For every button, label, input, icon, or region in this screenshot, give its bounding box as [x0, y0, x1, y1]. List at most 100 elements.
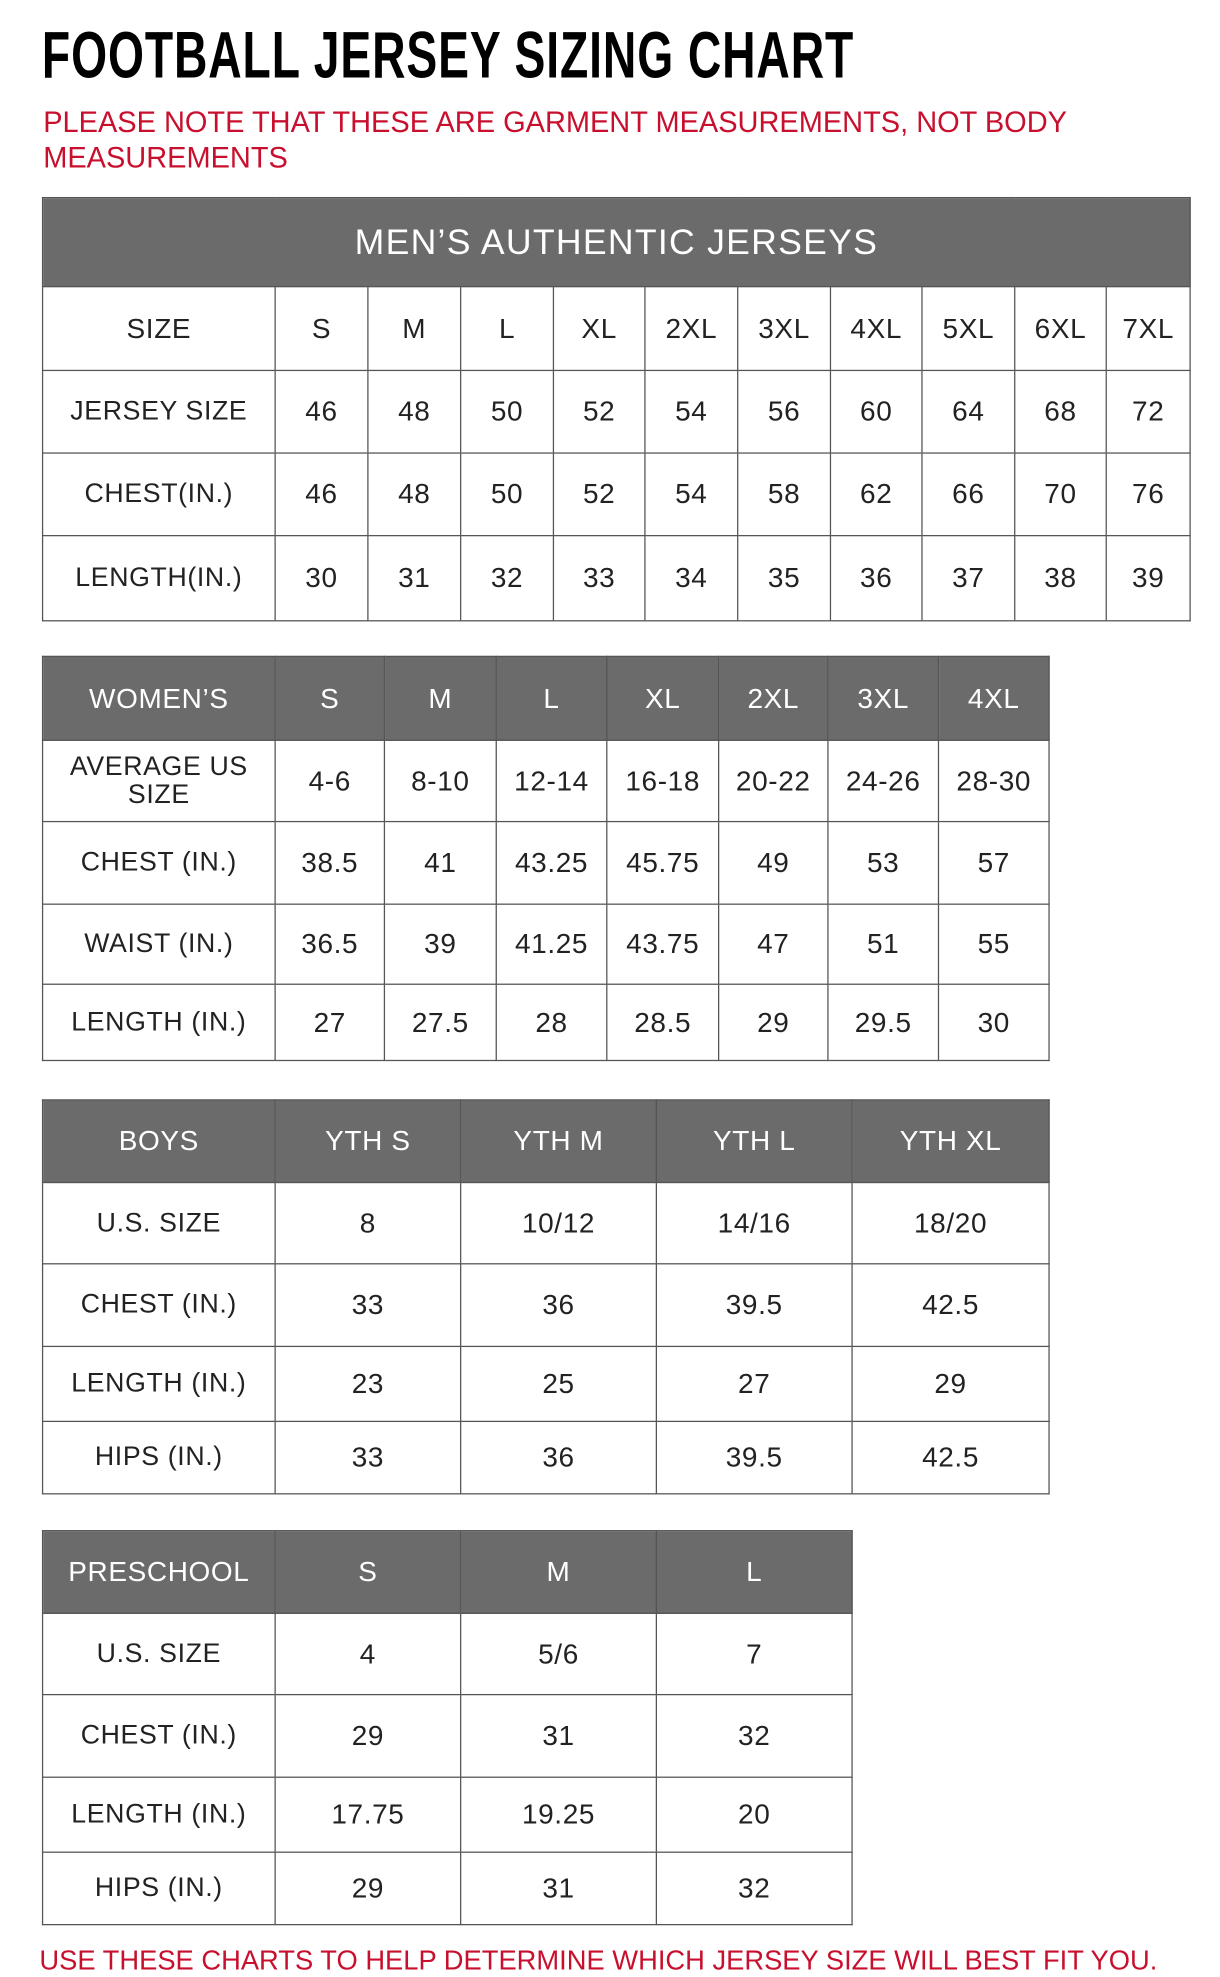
table-row: U.S. SIZE 8 10/12 14/16 18/20	[41, 1181, 1050, 1265]
size-header-cell: 4XL	[829, 285, 923, 372]
value-cell: 49	[718, 820, 829, 905]
value-cell: 27.5	[383, 983, 497, 1062]
size-header-cell: M	[367, 285, 462, 372]
value-cell: 46	[274, 452, 369, 537]
value-cell: 5/6	[460, 1612, 658, 1696]
value-cell: 56	[737, 369, 832, 454]
size-header-cell: M	[460, 1530, 658, 1614]
table-row: HIPS (IN.) 33 36 39.5 42.5	[41, 1420, 1050, 1495]
footer-note: USE THESE CHARTS TO HELP DETERMINE WHICH…	[39, 1945, 1158, 1977]
size-header-cell: 2XL	[718, 655, 829, 741]
row-label-cell: CHEST (IN.)	[41, 1693, 276, 1778]
value-cell: 29	[274, 1693, 462, 1778]
table-row: LENGTH (IN.) 27 27.5 28 28.5 29 29.5 30	[41, 983, 1050, 1062]
table-row: HIPS (IN.) 29 31 32	[41, 1851, 853, 1926]
value-cell: 30	[274, 535, 369, 622]
table-row: CHEST (IN.) 38.5 41 43.25 45.75 49 53 57	[41, 820, 1050, 905]
row-label-cell: LENGTH(IN.)	[41, 535, 276, 622]
value-cell: 30	[937, 983, 1050, 1062]
value-cell: 33	[274, 1263, 462, 1348]
value-cell: 32	[655, 1693, 853, 1778]
size-header-cell: YTH S	[274, 1099, 462, 1184]
value-cell: 54	[644, 452, 739, 537]
table-row: AVERAGE US SIZE 4-6 8-10 12-14 16-18 20-22 24-…	[41, 739, 1050, 823]
header-label-cell: BOYS	[41, 1099, 276, 1184]
size-header-cell: S	[274, 1530, 462, 1614]
size-header-cell: YTH L	[655, 1099, 853, 1184]
value-cell: 43.75	[606, 903, 720, 985]
table-row: CHEST(IN.) 46 48 50 52 54 58 62 66 70 76	[41, 452, 1191, 537]
mens-table: MEN’S AUTHENTIC JERSEYS SIZE S M L XL 2XL 3XL 4X…	[41, 196, 1191, 622]
value-cell: 16-18	[606, 739, 720, 823]
value-cell: 36	[460, 1420, 658, 1495]
value-cell: 36.5	[274, 903, 386, 985]
value-cell: 19.25	[460, 1776, 658, 1853]
row-label-cell: LENGTH (IN.)	[41, 1776, 276, 1853]
value-cell: 17.75	[274, 1776, 462, 1853]
value-cell: 51	[827, 903, 940, 985]
value-cell: 39.5	[655, 1420, 853, 1495]
table-header-row: BOYS YTH S YTH M YTH L YTH XL	[41, 1099, 1050, 1184]
value-cell: 32	[460, 535, 555, 622]
garment-note: PLEASE NOTE THAT THESE ARE GARMENT MEASU…	[43, 105, 1067, 175]
value-cell: 42.5	[851, 1263, 1050, 1348]
value-cell: 42.5	[851, 1420, 1050, 1495]
table-row: JERSEY SIZE 46 48 50 52 54 56 60 64 68 72	[41, 369, 1191, 454]
header-label-cell: WOMEN’S	[41, 655, 276, 741]
value-cell: 31	[367, 535, 462, 622]
row-label-cell: HIPS (IN.)	[41, 1420, 276, 1495]
value-cell: 7	[655, 1612, 853, 1696]
value-cell: 50	[460, 452, 555, 537]
value-cell: 14/16	[655, 1181, 853, 1265]
value-cell: 28	[495, 983, 608, 1062]
value-cell: 28-30	[937, 739, 1050, 823]
value-cell: 37	[921, 535, 1016, 622]
value-cell: 20-22	[718, 739, 829, 823]
value-cell: 33	[552, 535, 646, 622]
size-header-cell: 4XL	[937, 655, 1050, 741]
value-cell: 29	[718, 983, 829, 1062]
value-cell: 38	[1014, 535, 1107, 622]
header-label-cell: PRESCHOOL	[41, 1530, 276, 1614]
row-label-cell: CHEST (IN.)	[41, 1263, 276, 1348]
value-cell: 41.25	[495, 903, 608, 985]
row-label-cell: U.S. SIZE	[41, 1612, 276, 1696]
value-cell: 41	[383, 820, 497, 905]
table-header-row: WOMEN’S S M L XL 2XL 3XL 4XL	[41, 655, 1050, 741]
value-cell: 55	[937, 903, 1050, 985]
value-cell: 52	[552, 452, 646, 537]
value-cell: 58	[737, 452, 832, 537]
value-cell: 27	[655, 1345, 853, 1423]
value-cell: 54	[644, 369, 739, 454]
value-cell: 66	[921, 452, 1016, 537]
value-cell: 32	[655, 1851, 853, 1926]
table-header-row: PRESCHOOL S M L	[41, 1530, 853, 1614]
value-cell: 4-6	[274, 739, 386, 823]
value-cell: 38.5	[274, 820, 386, 905]
row-label-cell: CHEST(IN.)	[41, 452, 276, 537]
value-cell: 70	[1014, 452, 1107, 537]
table-row: CHEST (IN.) 29 31 32	[41, 1693, 853, 1778]
table-row: U.S. SIZE 4 5/6 7	[41, 1612, 853, 1696]
table-row: LENGTH(IN.) 30 31 32 33 34 35 36 37 38 39	[41, 535, 1191, 622]
value-cell: 43.25	[495, 820, 608, 905]
value-cell: 29	[851, 1345, 1050, 1423]
row-label-cell: CHEST (IN.)	[41, 820, 276, 905]
value-cell: 20	[655, 1776, 853, 1853]
size-header-cell: 2XL	[644, 285, 739, 372]
value-cell: 36	[460, 1263, 658, 1348]
value-cell: 48	[367, 452, 462, 537]
value-cell: 39.5	[655, 1263, 853, 1348]
value-cell: 60	[829, 369, 923, 454]
row-label-cell: U.S. SIZE	[41, 1181, 276, 1265]
value-cell: 62	[829, 452, 923, 537]
page-title: FOOTBALL JERSEY SIZING CHART	[41, 19, 855, 93]
size-header-cell: YTH XL	[851, 1099, 1050, 1184]
size-header-cell: M	[383, 655, 497, 741]
size-header-cell: 7XL	[1105, 285, 1191, 372]
value-cell: 33	[274, 1420, 462, 1495]
value-cell: 36	[829, 535, 923, 622]
value-cell: 35	[737, 535, 832, 622]
womens-table: WOMEN’S S M L XL 2XL 3XL 4XL AVERAGE US SIZE 4-6 8…	[41, 655, 1050, 1062]
